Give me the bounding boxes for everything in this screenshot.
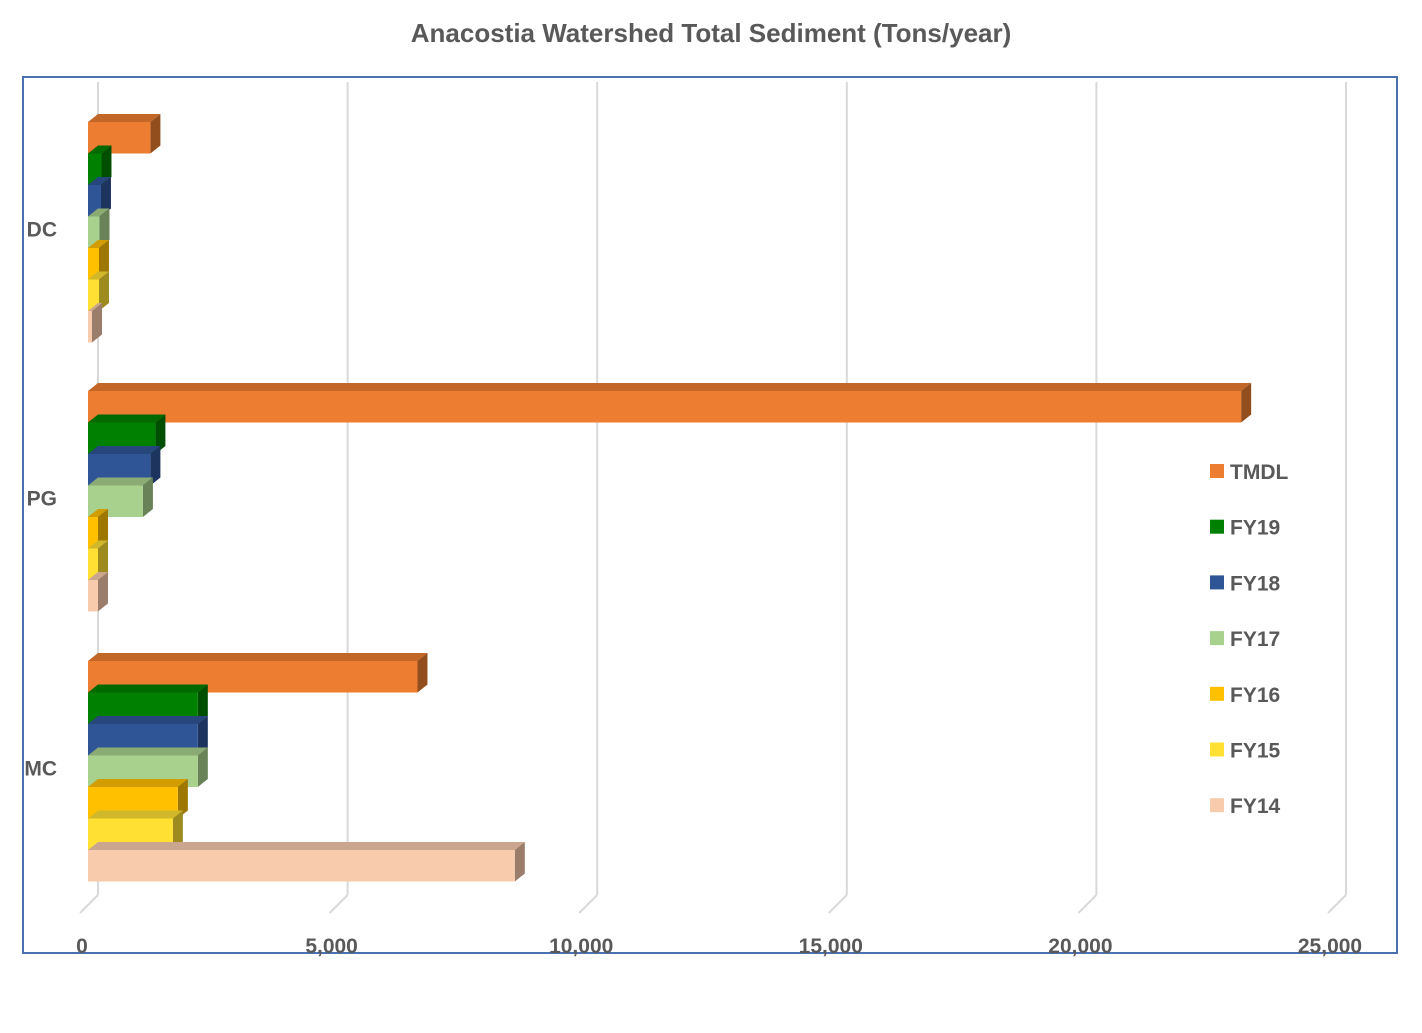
gridline-floor	[1077, 894, 1098, 914]
bar-dc-fy15	[88, 279, 99, 311]
bar-side-face	[150, 114, 161, 154]
x-tick-label: 15,000	[799, 935, 863, 958]
legend-label: FY18	[1230, 572, 1281, 595]
bar-top-face	[88, 540, 108, 549]
bar-top-face	[88, 572, 108, 580]
x-tick-label: 0	[76, 935, 88, 958]
x-tick-label: 10,000	[549, 935, 613, 958]
bar-side-face	[197, 716, 208, 756]
legend-swatch	[1210, 464, 1224, 478]
legend-label: FY19	[1230, 517, 1280, 540]
bar-side-face	[91, 303, 102, 343]
bar-side-face	[98, 240, 109, 280]
bar-pg-fy15	[88, 548, 98, 580]
chart-frame	[22, 76, 1398, 954]
bar-top-face	[88, 477, 153, 486]
x-tick-label: 5,000	[305, 935, 358, 958]
bar-side-face	[99, 208, 110, 248]
bar-side-face	[97, 540, 108, 580]
bar-top-face	[88, 114, 161, 122]
bar-dc-fy16	[88, 248, 99, 280]
bar-top-face	[88, 509, 108, 517]
bar-dc-fy18	[88, 185, 101, 217]
bar-side-face	[98, 271, 109, 311]
bar-side-face	[97, 572, 108, 612]
bar-side-face	[150, 446, 161, 486]
bar-pg-fy14	[88, 580, 98, 612]
category-label: DC	[27, 218, 57, 241]
bar-side-face	[100, 177, 111, 217]
gridline-floor	[828, 894, 848, 914]
bar-side-face	[142, 477, 153, 517]
bar-top-face	[88, 145, 112, 154]
bar-top-face	[88, 177, 111, 185]
legend-swatch	[1210, 631, 1224, 646]
bar-top-face	[88, 271, 109, 280]
legend-swatch	[1210, 798, 1224, 813]
legend-swatch	[1210, 686, 1224, 701]
legend-swatch	[1210, 575, 1224, 590]
gridline-floor	[328, 894, 349, 914]
bar-side-face	[1241, 383, 1252, 423]
legend-label: FY15	[1230, 740, 1281, 763]
bar-top-face	[88, 653, 428, 661]
category-label: MC	[24, 757, 57, 780]
bar-side-face	[197, 747, 208, 787]
bar-top-face	[88, 303, 102, 311]
gridline-floor	[1327, 894, 1347, 914]
bar-top-face	[88, 208, 110, 217]
x-tick-label: 25,000	[1298, 935, 1362, 958]
bar-top-face	[88, 240, 109, 248]
bar-side-face	[155, 414, 166, 454]
bar-top-face	[88, 684, 208, 693]
bar-top-face	[88, 779, 188, 787]
legend-swatch	[1210, 519, 1224, 534]
chart-title: Anacostia Watershed Total Sediment (Tons…	[410, 18, 1012, 48]
bar-top-face	[88, 383, 1252, 391]
bar-top-face	[88, 747, 208, 756]
gridline-floor	[79, 894, 99, 914]
bar-side-face	[514, 842, 525, 882]
category-label: PG	[27, 487, 57, 510]
bar-side-face	[172, 810, 183, 850]
bar-dc-fy17	[88, 216, 100, 248]
bar-pg-fy16	[88, 517, 98, 549]
bar-top-face	[88, 716, 208, 724]
x-tick-label: 20,000	[1048, 935, 1112, 958]
bar-top-face	[88, 414, 166, 423]
legend-label: FY17	[1230, 628, 1280, 651]
bar-dc-fy14	[88, 311, 92, 343]
bar-top-face	[88, 810, 183, 819]
bar-side-face	[197, 684, 208, 724]
legend-label: FY14	[1230, 795, 1281, 818]
gridline-floor	[578, 894, 598, 914]
legend-label: FY16	[1230, 684, 1280, 707]
legend-swatch	[1210, 742, 1224, 757]
bar-side-face	[101, 145, 112, 185]
legend-label: TMDL	[1230, 461, 1288, 484]
bar-top-face	[88, 842, 525, 850]
bar-pg-tmdl	[88, 391, 1242, 423]
bar-side-face	[177, 779, 188, 819]
bar-top-face	[88, 446, 161, 454]
bar-side-face	[97, 509, 108, 549]
bar-mc-fy14	[88, 850, 515, 882]
bar-side-face	[417, 653, 428, 693]
